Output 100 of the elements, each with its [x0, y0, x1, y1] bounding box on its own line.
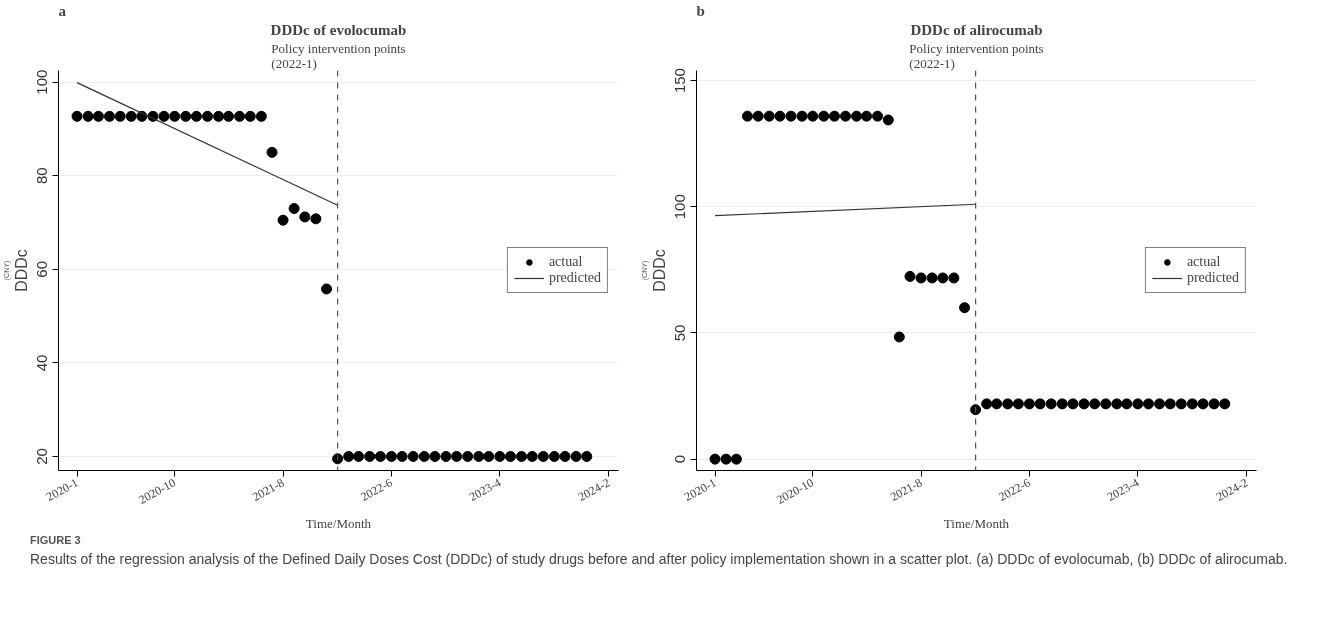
point	[796, 110, 808, 122]
point	[396, 450, 408, 462]
text: a	[58, 2, 67, 19]
point	[1154, 398, 1166, 410]
point	[277, 214, 289, 226]
point	[741, 110, 753, 122]
x-axis-title: Time/Month	[305, 515, 372, 531]
y-axis-title: DDDc	[12, 249, 30, 292]
point	[494, 450, 506, 462]
point	[234, 110, 246, 122]
point	[92, 110, 104, 122]
caption: FIGURE 3	[30, 533, 81, 548]
point	[1067, 398, 1079, 410]
y-tick-label: 150	[671, 68, 689, 94]
y-tick-label: 60	[33, 260, 51, 278]
legend-label: predicted	[1186, 270, 1239, 286]
point	[828, 110, 840, 122]
point	[71, 110, 83, 122]
y-axis-title: DDDc	[650, 249, 668, 292]
point	[462, 450, 474, 462]
point	[332, 453, 344, 465]
point	[851, 110, 863, 122]
point	[840, 110, 851, 122]
point	[1186, 398, 1198, 410]
point	[882, 114, 894, 126]
point	[440, 450, 452, 462]
point	[785, 110, 797, 122]
point	[451, 450, 463, 462]
point	[1219, 398, 1231, 410]
point	[473, 450, 485, 462]
point	[1164, 398, 1176, 410]
point	[504, 450, 516, 462]
point	[1175, 398, 1187, 410]
legend-label: predicted	[548, 270, 601, 286]
point	[190, 110, 202, 122]
point	[1121, 398, 1133, 410]
point	[429, 450, 441, 462]
point	[223, 110, 235, 122]
point	[1132, 398, 1144, 410]
point	[103, 110, 115, 122]
y-tick-label: 100	[33, 69, 51, 95]
point	[353, 450, 365, 462]
point	[1111, 398, 1123, 410]
point	[407, 450, 419, 462]
point	[709, 453, 721, 465]
chart-title: DDDc of alirocumab	[910, 21, 1043, 38]
point	[1100, 398, 1112, 410]
y-tick-label: 0	[671, 454, 689, 464]
point	[981, 398, 993, 410]
point	[266, 146, 278, 158]
point	[730, 453, 742, 465]
point	[763, 110, 775, 122]
point	[385, 450, 397, 462]
point	[1078, 398, 1090, 410]
point	[483, 450, 495, 462]
point	[213, 110, 225, 122]
point	[1023, 398, 1035, 410]
point	[125, 110, 137, 122]
ref-line-label: Policy intervention points (2022-1)	[909, 40, 1044, 71]
point	[321, 283, 333, 295]
point	[937, 272, 949, 284]
point	[1089, 398, 1101, 410]
point	[202, 110, 213, 122]
point	[1056, 398, 1068, 410]
point	[418, 450, 430, 462]
point	[526, 450, 538, 462]
point	[1002, 398, 1014, 410]
y-tick-label: 80	[33, 167, 51, 185]
point	[537, 450, 549, 462]
point	[991, 398, 1003, 410]
point	[752, 110, 764, 122]
y-tick-label: 100	[671, 194, 689, 220]
y-tick-label: 20	[33, 448, 51, 465]
text: Results of the regression analysis of the Defined Daily Doses Cost (DDDc) of study drugs before and after policy implementation shown in a scatter plot. (a) DDDc of evolocumab, (b) DDDc of alirocumab.	[30, 549, 1288, 569]
point	[948, 272, 960, 284]
point	[255, 110, 267, 122]
point	[861, 110, 873, 122]
point	[807, 110, 819, 122]
point	[310, 213, 322, 225]
point	[904, 270, 916, 282]
legend-label: actual	[1186, 254, 1221, 270]
point	[1034, 398, 1046, 410]
point	[548, 450, 560, 462]
point	[364, 450, 376, 462]
point	[1012, 398, 1024, 410]
point	[872, 110, 884, 122]
point	[959, 302, 971, 314]
point	[244, 110, 256, 122]
y-tick-label: 50	[671, 324, 689, 342]
point	[180, 110, 192, 122]
point	[516, 450, 528, 462]
x-axis-title: Time/Month	[943, 515, 1010, 531]
point	[581, 450, 593, 462]
point	[1208, 398, 1220, 410]
point	[1197, 398, 1209, 410]
chart-title: DDDc of evolocumab	[270, 21, 407, 38]
point	[818, 110, 830, 122]
legend-label: actual	[548, 254, 583, 270]
y-tick-label: 40	[33, 354, 51, 372]
point	[114, 110, 126, 122]
